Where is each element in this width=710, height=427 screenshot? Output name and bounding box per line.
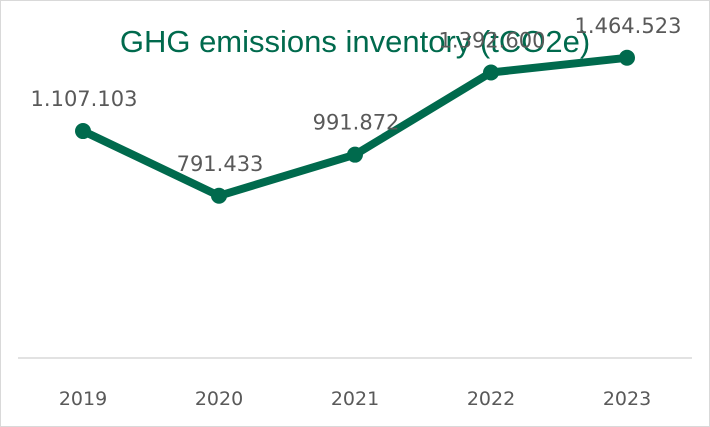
- data-label-2021: 991.872: [313, 111, 400, 135]
- data-point-2023: [619, 49, 635, 66]
- x-tick-2021: 2021: [331, 388, 379, 410]
- x-tick-2022: 2022: [467, 388, 515, 410]
- data-label-2023: 1.464.523: [575, 14, 682, 38]
- data-label-2022: 1.392.600: [439, 29, 546, 53]
- data-point-2019: [75, 123, 91, 140]
- data-labels: 1.107.103 791.433 991.872 1.392.600 1.464.52…: [31, 14, 682, 176]
- x-tick-2020: 2020: [195, 388, 243, 410]
- data-label-2019: 1.107.103: [31, 87, 138, 111]
- x-axis-ticks: 2019 2020 2021 2022 2023: [59, 388, 651, 410]
- data-points: [75, 49, 635, 204]
- data-label-2020: 791.433: [177, 152, 264, 176]
- x-tick-2023: 2023: [603, 388, 651, 410]
- data-point-2021: [347, 146, 363, 163]
- x-tick-2019: 2019: [59, 388, 107, 410]
- data-point-2022: [483, 64, 499, 81]
- data-point-2020: [211, 187, 227, 204]
- chart-title: GHG emissions inventory (tCO2e): [120, 24, 590, 59]
